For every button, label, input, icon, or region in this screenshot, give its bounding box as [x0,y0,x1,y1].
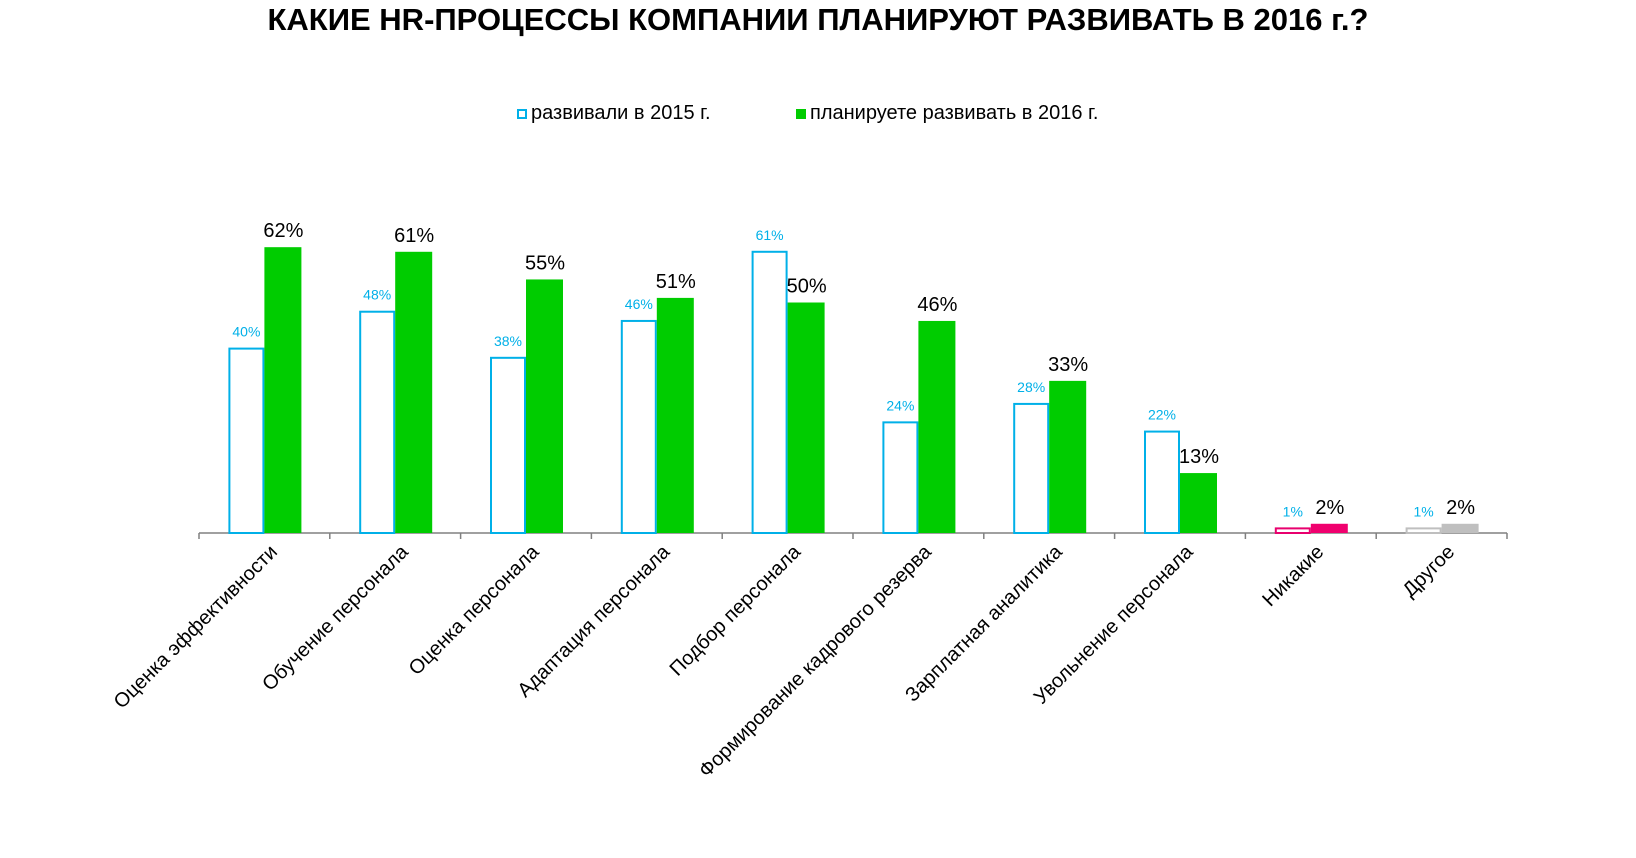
bar-2016 [656,297,694,533]
data-label-2016: 62% [263,220,303,242]
chart-title: КАКИЕ HR-ПРОЦЕССЫ КОМПАНИИ ПЛАНИРУЮТ РАЗ… [267,2,1369,37]
data-label-2015: 46% [625,296,653,312]
bar-2015 [490,356,526,534]
bar-2016 [395,251,433,534]
data-label-2015: 38% [494,333,522,349]
bar-2016 [1049,380,1087,533]
category-label: Оценка персонала [405,540,544,679]
data-label-2015: 22% [1148,407,1176,423]
bar-2015 [1013,402,1050,535]
data-label-2016: 33% [1048,354,1088,376]
bar-2016 [1441,523,1479,533]
data-label-2016: 13% [1179,446,1219,468]
data-label-2016: 2% [1446,497,1475,519]
data-label-2016: 2% [1315,497,1344,519]
bar-2015 [882,421,919,534]
legend: развивали в 2015 г. планируете развивать… [0,102,1636,132]
bar-2015 [359,310,396,534]
legend-swatch-2016 [796,108,806,119]
bar-2015 [1405,527,1442,535]
data-label-2015: 1% [1283,503,1303,519]
legend-item-2015: развивали в 2015 г. [517,102,711,125]
data-label-2016: 46% [917,294,957,316]
category-label: Обучение персонала [258,540,413,695]
legend-swatch-2015 [517,108,527,119]
legend-label-2015: развивали в 2015 г. [531,102,711,124]
legend-item-2016: планируете развивать в 2016 г. [796,102,1098,125]
legend-label-2016: планируете развивать в 2016 г. [810,102,1099,124]
bar-2015 [1274,527,1311,535]
bar-2016 [264,247,302,533]
category-label: Никакие [1258,541,1328,611]
bar-2016 [526,279,563,533]
bar-2016 [787,302,825,533]
bar-2016 [918,320,956,533]
data-label-2016: 61% [394,225,434,247]
category-label: Подбор персонала [666,540,806,680]
bar-2016 [1310,523,1348,533]
data-label-2015: 40% [232,324,260,340]
data-label-2016: 55% [525,252,565,274]
category-label: Формирование кадрового резерва [695,540,937,782]
data-label-2015: 61% [756,227,784,243]
category-label: Адаптация персонала [514,540,675,701]
data-label-2015: 28% [1017,379,1045,395]
bar-2015 [751,250,788,534]
data-label-2016: 50% [787,276,827,298]
category-label: Оценка эффективности [110,541,282,713]
data-label-2015: 1% [1413,503,1433,519]
data-label-2015: 48% [363,287,391,303]
data-label-2016: 51% [656,271,696,293]
bar-2015 [620,319,657,534]
category-label: Другое [1399,541,1459,601]
bar-2015 [1144,430,1180,534]
data-label-2015: 24% [886,397,914,413]
bar-2015 [228,347,265,534]
bar-2016 [1180,473,1217,533]
